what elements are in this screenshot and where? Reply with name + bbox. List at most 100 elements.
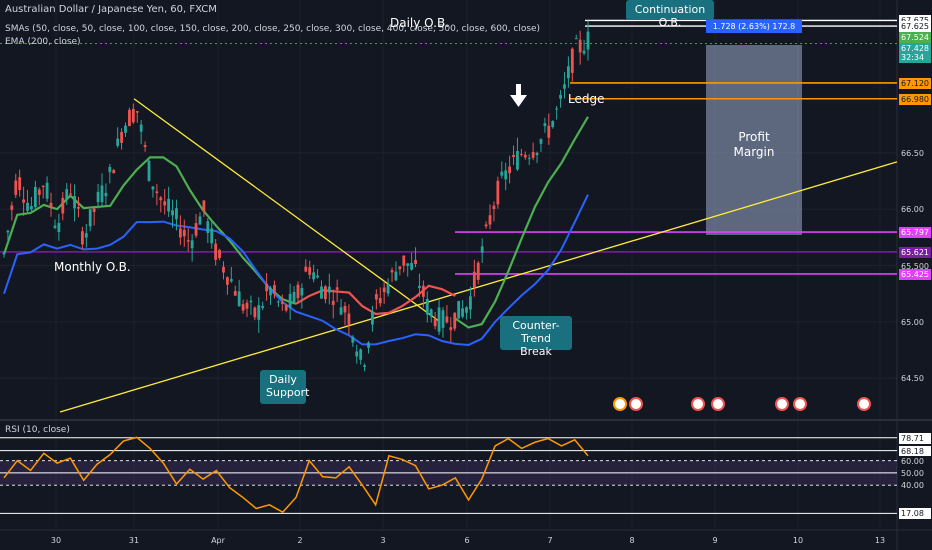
down-candle-body [578, 39, 582, 53]
down-candle-body [77, 207, 80, 209]
down-candle-body [182, 229, 186, 237]
up-candle-body [574, 38, 578, 40]
price-label: 32:34 [899, 52, 931, 64]
down-candle-body [343, 306, 347, 313]
event-marker-icon [857, 397, 871, 411]
chart-title: Australian Dollar / Japanese Yen, 60, FX… [5, 4, 217, 15]
y-tick-label: 66.00 [901, 205, 924, 215]
event-marker-icon [691, 397, 705, 411]
sma-green-line-2 [454, 116, 589, 329]
up-candle-body [26, 202, 29, 211]
down-candle-body [178, 228, 182, 238]
x-tick-label: Apr [211, 536, 225, 545]
down-candle-body [273, 285, 276, 294]
rsi-tick-label: 50.00 [899, 467, 931, 479]
up-candle-body [104, 193, 108, 197]
down-candle-body [214, 243, 218, 260]
x-tick-label: 6 [464, 536, 470, 545]
up-candle-body [386, 283, 390, 294]
up-candle-body [269, 287, 272, 296]
event-marker-icon [793, 397, 807, 411]
up-candle-body [359, 349, 363, 360]
event-marker-icon [613, 397, 627, 411]
price-label: 65.500 [899, 260, 931, 272]
up-candle-body [586, 31, 590, 50]
up-candle-body [441, 310, 445, 328]
down-candle-body [128, 109, 131, 127]
up-candle-body [418, 285, 421, 288]
up-candle-body [30, 206, 33, 210]
y-tick-label: 64.50 [901, 374, 924, 384]
up-candle-body [316, 275, 319, 278]
down-candle-body [378, 297, 382, 304]
down-candle-body [163, 201, 167, 206]
rsi-tick-label: 40.00 [899, 480, 931, 492]
down-candle-body [233, 291, 237, 296]
daily-support-trendline [59, 161, 898, 413]
down-candle-body [414, 259, 417, 265]
up-candle-body [527, 157, 531, 159]
down-candle-body [512, 154, 515, 158]
up-candle-body [312, 272, 316, 280]
y-tick-label: 65.00 [901, 317, 924, 327]
down-candle-body [390, 270, 394, 273]
ema-legend: EMA (200, close) [5, 37, 81, 47]
up-candle-body [249, 300, 253, 303]
up-candle-body [461, 308, 464, 317]
down-candle-body [488, 215, 492, 225]
price-label: 65.621 [899, 246, 931, 258]
up-candle-body [543, 123, 547, 127]
up-candle-body [6, 230, 10, 233]
down-candle-body [335, 287, 339, 290]
up-candle-body [339, 307, 343, 315]
down-candle-body [253, 307, 257, 318]
down-candle-body [523, 154, 527, 158]
profit-margin-box [706, 45, 802, 235]
up-candle-body [437, 307, 441, 332]
down-candle-body [92, 208, 96, 213]
down-candle-body [496, 180, 500, 205]
up-candle-body [551, 121, 555, 127]
up-candle-body [425, 299, 429, 315]
x-tick-label: 8 [629, 536, 635, 545]
up-candle-body [53, 225, 57, 228]
down-arrow-icon [510, 84, 527, 107]
profit-margin-label: Profit Margin [733, 130, 775, 159]
up-candle-body [563, 84, 566, 89]
up-candle-body [567, 66, 570, 79]
ledge-label: Ledge [568, 92, 605, 106]
down-candle-body [80, 231, 84, 245]
up-candle-body [73, 196, 76, 209]
up-candle-body [139, 124, 143, 132]
up-candle-body [457, 300, 461, 319]
up-candle-body [535, 152, 539, 156]
down-candle-body [10, 205, 14, 210]
up-candle-body [65, 189, 69, 200]
daily-support-callout: Daily Support [260, 370, 309, 404]
down-candle-body [382, 287, 386, 293]
price-label: 67.625 [899, 21, 931, 33]
sma-green-line [2, 156, 297, 305]
counter-trend-line [133, 98, 441, 323]
up-candle-body [147, 160, 151, 181]
down-candle-body [472, 271, 476, 288]
down-candle-body [445, 316, 449, 323]
price-label: 67.524 [899, 32, 931, 44]
event-marker-icon [775, 397, 789, 411]
price-label: 67.120 [899, 77, 931, 89]
up-candle-body [582, 50, 586, 54]
down-candle-body [159, 197, 163, 201]
down-candle-body [531, 151, 535, 158]
event-marker-icon [629, 397, 643, 411]
up-candle-body [45, 182, 49, 199]
up-candle-body [406, 263, 410, 266]
down-candle-body [308, 267, 312, 275]
up-candle-body [516, 151, 519, 170]
down-candle-body [519, 153, 523, 155]
price-label: 65.425 [899, 268, 931, 280]
price-label: 67.428 [899, 43, 931, 55]
down-candle-body [433, 319, 437, 327]
up-candle-body [394, 271, 398, 281]
monthly-ob-label: Monthly O.B. [54, 260, 131, 274]
up-candle-body [363, 365, 366, 367]
